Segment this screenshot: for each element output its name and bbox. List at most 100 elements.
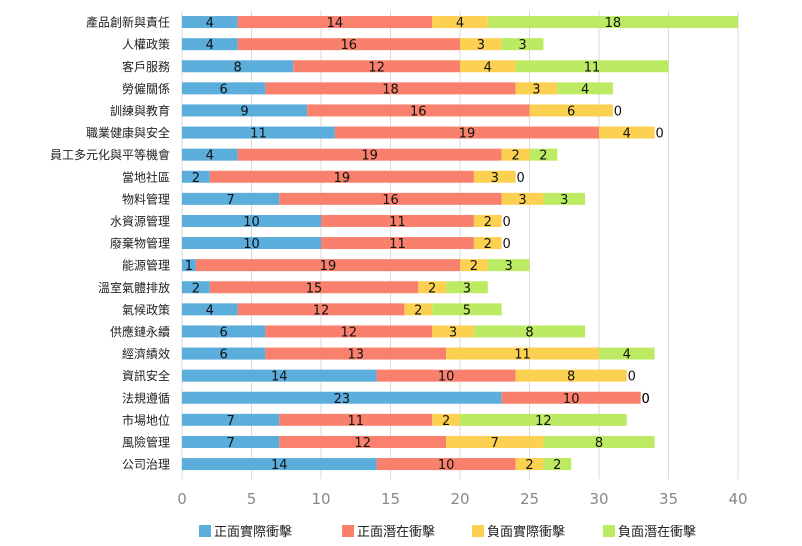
bar-segment xyxy=(432,303,502,316)
bar-segment xyxy=(460,259,488,272)
bar-segment xyxy=(237,38,460,51)
bar-segment xyxy=(265,82,516,95)
data-label: 10 xyxy=(243,237,260,252)
bar-segment xyxy=(515,369,627,382)
bar-segment xyxy=(515,82,558,95)
data-label: 2 xyxy=(414,303,422,318)
bar-segment xyxy=(529,104,613,117)
data-label: 18 xyxy=(605,16,622,31)
bar-segment xyxy=(182,192,280,205)
x-tick-labels: 0 5 10 15 20 25 30 35 40 xyxy=(177,490,747,508)
bar-segment xyxy=(182,325,266,338)
bar-segment xyxy=(321,214,474,227)
data-label: 11 xyxy=(250,127,267,142)
bar-segment xyxy=(501,148,530,161)
category-label: 勞僱關係 xyxy=(122,81,170,96)
data-label: 0 xyxy=(614,104,622,119)
data-label: 19 xyxy=(361,149,378,164)
category-labels: 產品創新與責任人權政策客戶服務勞僱關係訓練與教育職業健康與安全員工多元化與平等機… xyxy=(50,15,170,472)
data-label: 9 xyxy=(240,104,248,119)
bar-segment xyxy=(279,413,433,426)
bar-segment xyxy=(307,104,530,117)
bar-segment xyxy=(182,281,210,294)
data-label: 8 xyxy=(525,325,533,340)
category-label: 資訊安全 xyxy=(122,368,170,383)
data-label: 2 xyxy=(470,259,478,274)
bar-segment xyxy=(404,303,433,316)
bar-segment xyxy=(279,435,447,448)
data-label: 23 xyxy=(334,392,351,407)
data-label: 6 xyxy=(567,104,575,119)
data-label: 4 xyxy=(456,16,464,31)
category-label: 物料管理 xyxy=(122,191,170,206)
category-label: 人權政策 xyxy=(122,38,170,52)
bar-segment xyxy=(182,38,238,51)
bar-segment xyxy=(237,16,433,29)
data-label: 0 xyxy=(642,392,650,407)
category-label: 能源管理 xyxy=(122,258,170,273)
data-label: 4 xyxy=(206,38,214,53)
data-label: 12 xyxy=(368,60,385,75)
data-label: 15 xyxy=(306,281,323,296)
data-label: 12 xyxy=(535,414,552,429)
bar-segment xyxy=(557,82,613,95)
bar-segment xyxy=(599,126,655,139)
data-label: 2 xyxy=(484,237,492,252)
data-label: 2 xyxy=(428,281,436,296)
legend-label: 正面實際衝擊 xyxy=(214,524,292,540)
data-label: 12 xyxy=(313,303,330,318)
bar-segment xyxy=(182,60,294,73)
data-label: 7 xyxy=(227,414,235,429)
bar-segment xyxy=(182,413,280,426)
data-label: 6 xyxy=(220,348,228,363)
data-label: 13 xyxy=(347,348,364,363)
bar-segment xyxy=(473,170,516,183)
data-label: 19 xyxy=(459,127,476,142)
data-label: 6 xyxy=(220,325,228,340)
bar-segment xyxy=(446,347,599,360)
category-label: 當地社區 xyxy=(122,169,170,184)
data-label: 3 xyxy=(477,38,485,53)
data-label: 0 xyxy=(503,215,511,230)
category-label: 職業健康與安全 xyxy=(86,125,170,140)
bar-segment xyxy=(182,237,321,250)
bar-segment xyxy=(182,458,377,471)
bar-segment xyxy=(432,325,474,338)
bar-segment xyxy=(460,38,502,51)
bar-segment xyxy=(501,192,544,205)
x-tick-label: 10 xyxy=(311,490,330,508)
bars xyxy=(182,16,738,471)
bar-segment xyxy=(515,60,669,73)
data-label: 8 xyxy=(567,370,575,385)
x-tick-label: 25 xyxy=(520,490,539,508)
legend-swatch xyxy=(199,525,211,537)
bar-segment xyxy=(543,458,572,471)
bar-segment xyxy=(182,259,196,272)
data-label: 0 xyxy=(628,370,636,385)
category-label: 廢棄物管理 xyxy=(110,236,170,251)
data-label: 1 xyxy=(185,259,193,274)
data-label: 11 xyxy=(347,414,364,429)
data-label: 7 xyxy=(227,436,235,451)
bar-segment xyxy=(460,413,627,426)
data-label: 0 xyxy=(516,171,524,186)
bar-segment xyxy=(543,192,586,205)
category-label: 產品創新與責任 xyxy=(86,15,170,30)
bar-segment xyxy=(501,38,544,51)
bar-segment xyxy=(182,126,335,139)
data-label: 2 xyxy=(484,215,492,230)
bar-segment xyxy=(182,148,238,161)
category-label: 客戶服務 xyxy=(122,59,170,74)
bar-segment xyxy=(432,16,488,29)
bar-segment xyxy=(182,347,266,360)
x-tick-label: 0 xyxy=(177,490,187,508)
legend-swatch xyxy=(603,525,615,537)
legend: 正面實際衝擊 正面潛在衝擊 負面實際衝擊 負面潛在衝擊 xyxy=(199,524,696,540)
bar-segment xyxy=(501,391,641,404)
category-label: 水資源管理 xyxy=(110,213,170,228)
data-label: 4 xyxy=(484,60,492,75)
x-tick-label: 20 xyxy=(450,490,469,508)
bar-segment xyxy=(182,435,280,448)
data-label: 0 xyxy=(642,392,650,407)
bar-segment xyxy=(265,347,447,360)
